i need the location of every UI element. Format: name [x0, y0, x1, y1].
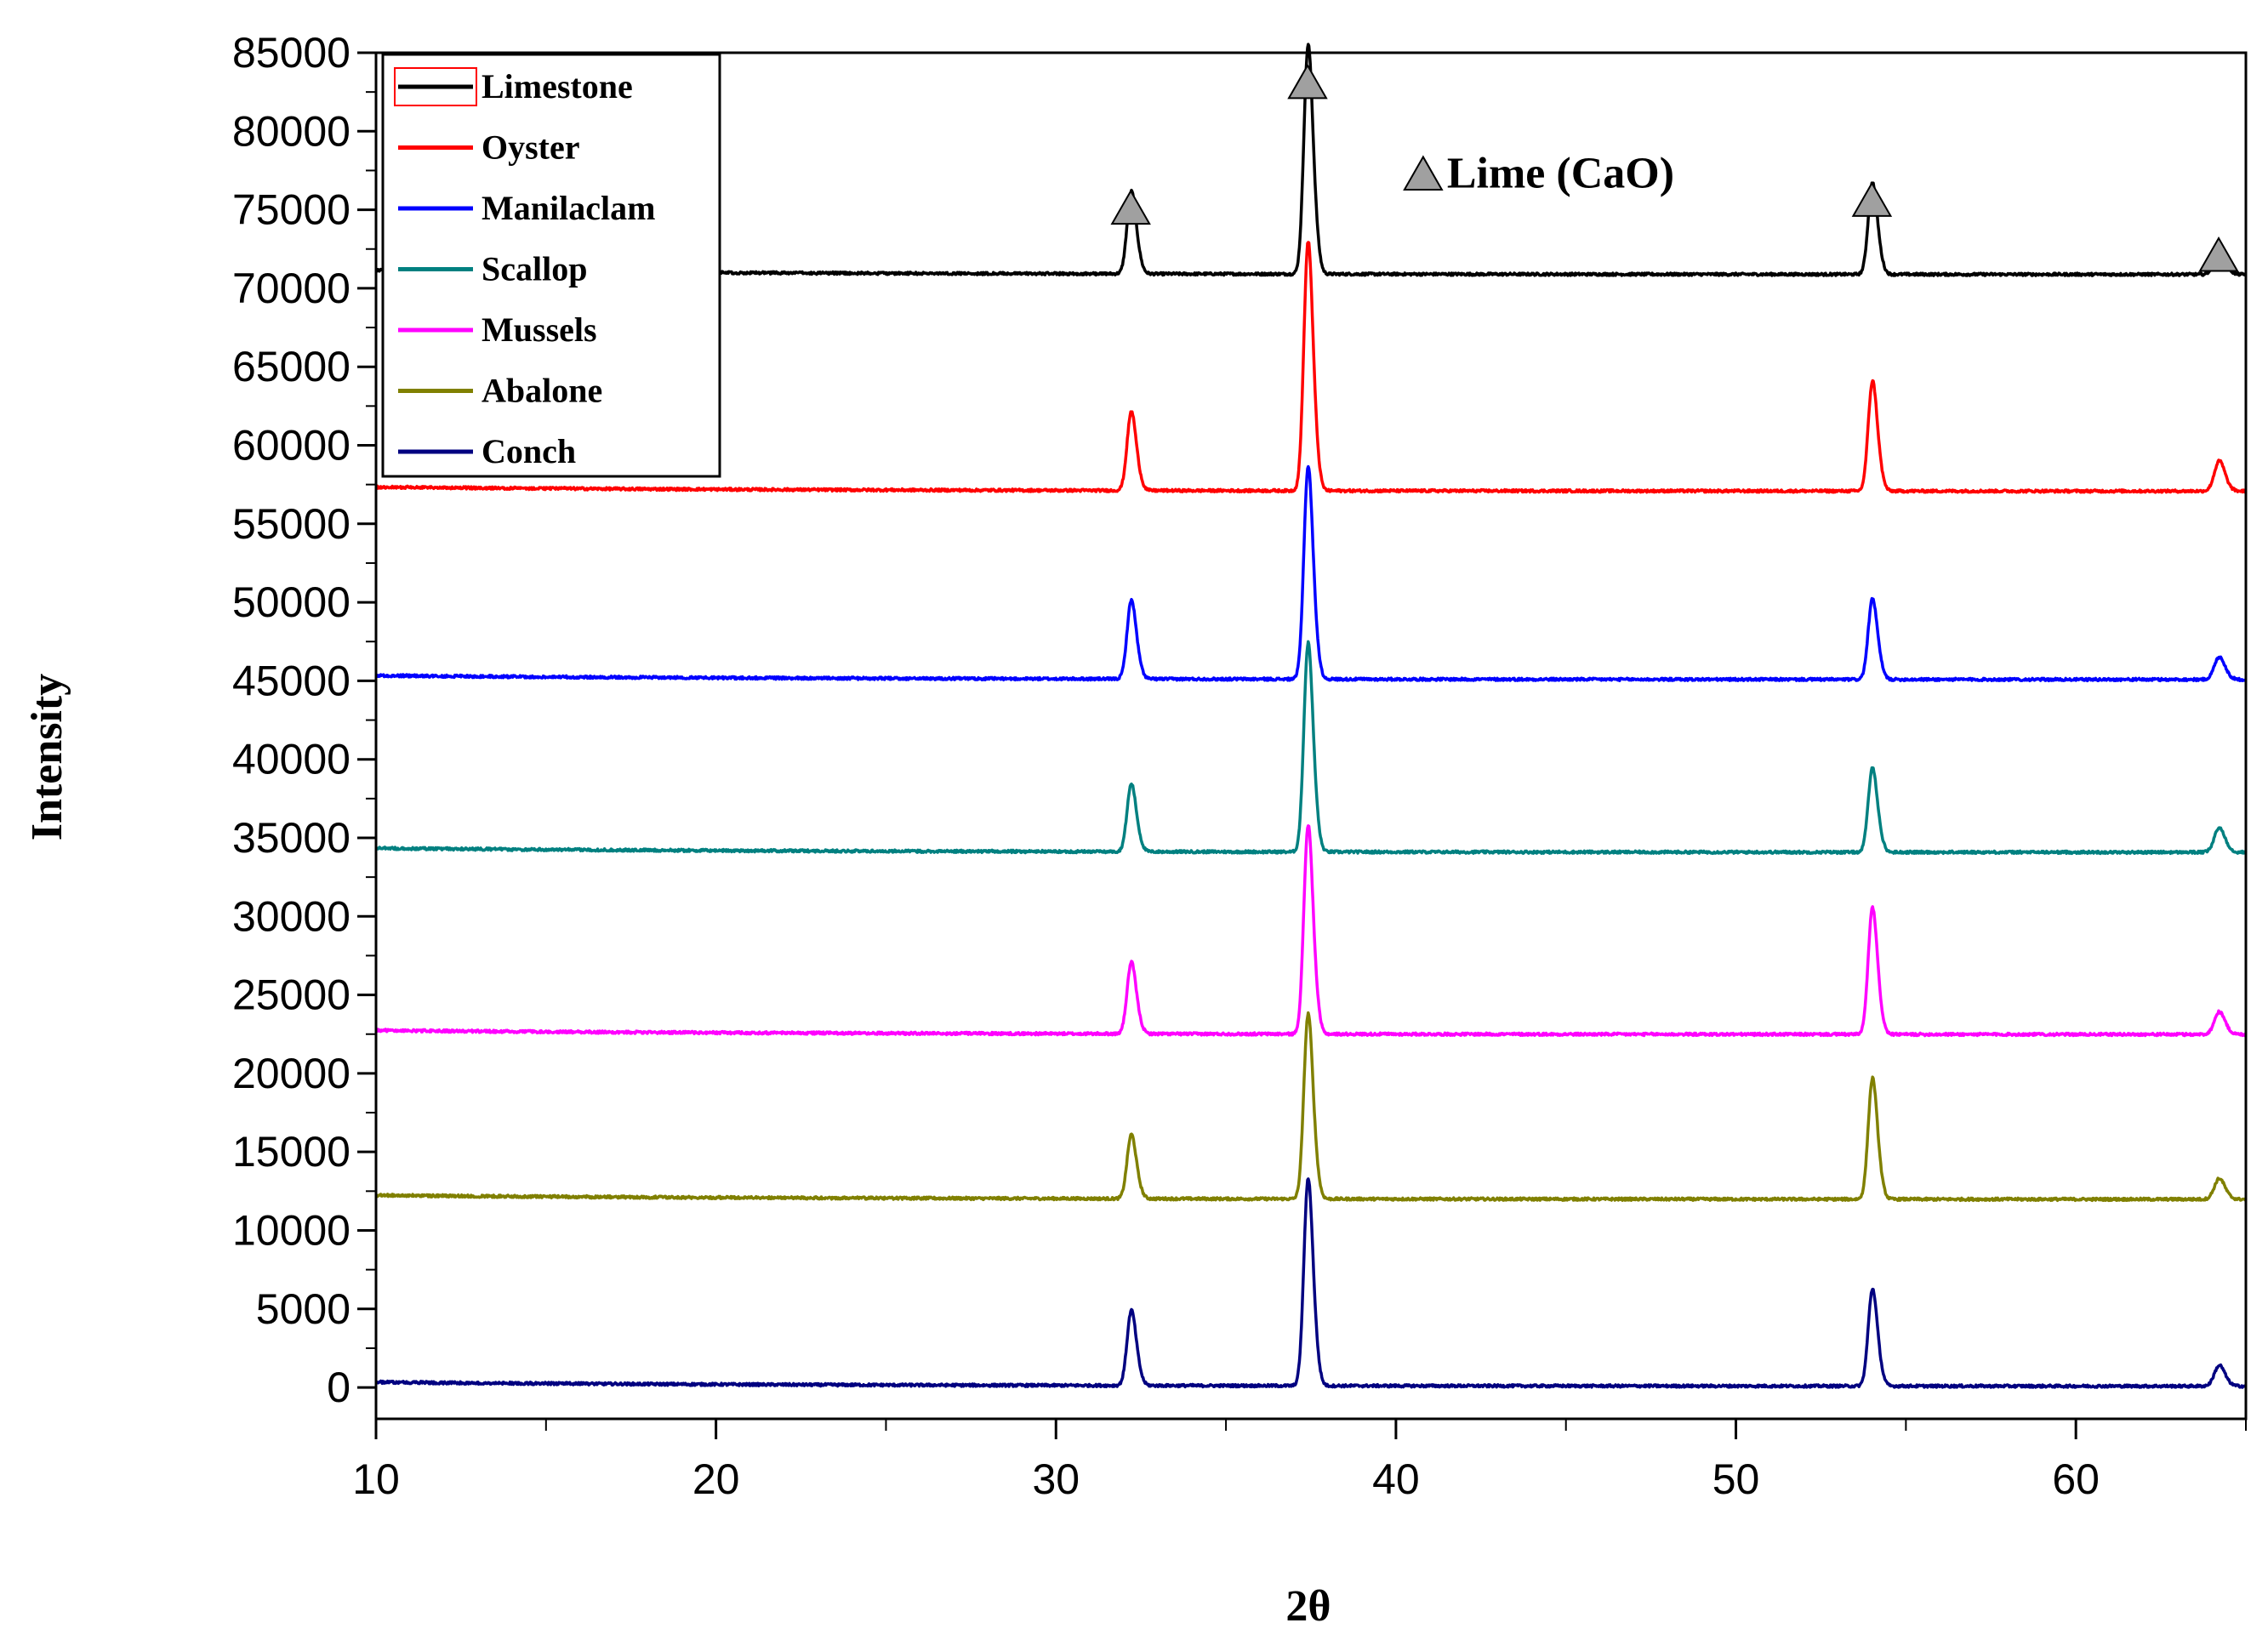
cao-peak-marker [1851, 181, 1893, 217]
legend-items: Limestone Oyster Manilaclam Scallop Mussels A… [398, 67, 655, 470]
series-line-manilaclam [374, 464, 2247, 683]
annotation-layer: Lime (CaO) [1110, 63, 2239, 272]
legend-highlight-box [394, 67, 477, 106]
legend-label-oyster: Oyster [482, 128, 580, 167]
cao-peak-marker [1110, 189, 1151, 225]
y-tick-label: 20000 [232, 1050, 350, 1097]
y-tick-label: 50000 [232, 578, 350, 626]
legend-box [381, 53, 721, 478]
y-tick-label: 75000 [232, 186, 350, 234]
y-tick-label: 70000 [232, 265, 350, 312]
x-tick-label: 10 [352, 1455, 400, 1503]
y-tick-label: 10000 [232, 1206, 350, 1254]
legend-label-abalone: Abalone [482, 372, 602, 410]
cao-legend-marker [1403, 155, 1444, 191]
legend-label-limestone: Limestone [482, 67, 633, 105]
legend-label-manilaclam: Manilaclam [482, 189, 655, 227]
annotation-label: Lime (CaO) [1447, 149, 1674, 197]
plot-frame [374, 51, 2248, 1421]
series-line-oyster [374, 241, 2248, 494]
x-tick-label: 30 [1032, 1455, 1080, 1503]
x-tick-label: 50 [1712, 1455, 1760, 1503]
series-line-abalone [375, 1011, 2248, 1203]
series-line-scallop [374, 640, 2248, 856]
y-tick-label: 5000 [256, 1285, 350, 1333]
x-tick-label: 40 [1372, 1455, 1420, 1503]
legend: Limestone Oyster Manilaclam Scallop Mussels A… [381, 53, 721, 478]
y-tick-label: 65000 [232, 343, 350, 390]
series-line-mussels [374, 824, 2247, 1038]
y-tick-label: 80000 [232, 107, 350, 155]
x-axis-ticks: 10 20 30 40 50 60 [352, 1419, 2247, 1503]
y-tick-label: 60000 [232, 421, 350, 469]
y-tick-label: 15000 [232, 1128, 350, 1176]
y-tick-label: 55000 [232, 500, 350, 548]
y-tick-label: 0 [327, 1364, 350, 1411]
cao-peak-marker [2198, 236, 2239, 272]
y-tick-label: 40000 [232, 736, 350, 783]
y-tick-label: 25000 [232, 971, 350, 1019]
y-tick-label: 35000 [232, 814, 350, 862]
series-line-conch [374, 1177, 2248, 1389]
cao-peak-marker [1287, 63, 1328, 100]
y-tick-label: 85000 [232, 29, 350, 77]
legend-label-mussels: Mussels [482, 310, 597, 349]
y-tick-label: 30000 [232, 892, 350, 940]
y-axis-ticks: 0 5000 10000 15000 20000 25000 30000 35000 40000… [232, 29, 376, 1411]
legend-label-conch: Conch [482, 432, 576, 470]
legend-label-scallop: Scallop [482, 250, 587, 288]
x-axis-title: 2θ [1285, 1582, 1331, 1631]
x-tick-label: 20 [692, 1455, 740, 1503]
y-tick-label: 45000 [232, 657, 350, 704]
x-tick-label: 60 [2052, 1455, 2100, 1503]
y-axis-title: Intensity [23, 674, 71, 840]
